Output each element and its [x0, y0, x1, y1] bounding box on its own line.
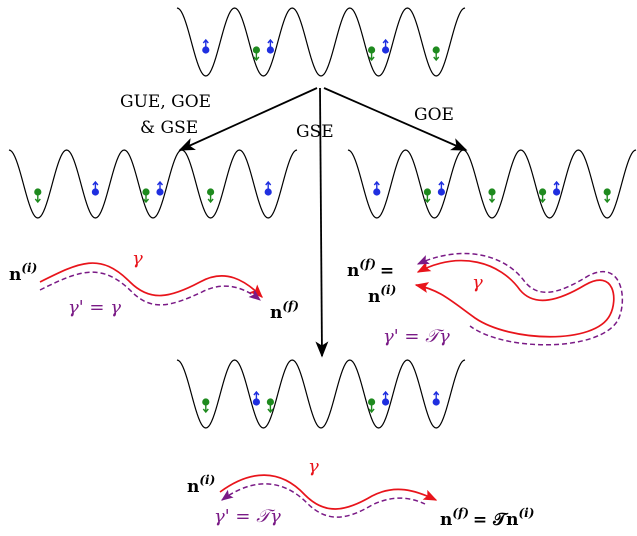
lattice-left — [8, 149, 298, 219]
lattice-top-particles — [202, 38, 440, 62]
arrow-to-left — [178, 87, 318, 151]
lattice-bottom-potential — [176, 359, 466, 429]
lattice-top — [176, 7, 466, 77]
spin-arrow-down — [604, 192, 611, 204]
path-left-gamma-prime — [39, 271, 261, 306]
spin-arrow-up — [438, 180, 445, 192]
spin-arrow-down — [34, 192, 41, 204]
label-n-initial-bottom: n(i) — [187, 473, 215, 497]
arrow-to-right — [323, 87, 468, 151]
label-gamma-prime-right: γ' = 𝒯γ — [383, 326, 450, 347]
label-gse: GSE — [296, 122, 334, 142]
path-left-gamma — [39, 262, 263, 298]
label-gamma-bottom: γ — [308, 456, 319, 477]
label-n-final-right: n(f) = — [347, 257, 394, 281]
label-gamma-prime-left: γ' = γ — [68, 297, 121, 318]
label-gue-goe: GUE, GOE — [120, 92, 211, 112]
label-goe: GOE — [414, 105, 454, 125]
spin-arrow-down — [433, 50, 440, 62]
spin-arrow-down — [424, 192, 431, 204]
spin-arrow-up — [156, 180, 164, 192]
lattice-right — [347, 149, 637, 219]
lattice-right-potential — [347, 149, 637, 219]
spin-arrow-up — [373, 180, 380, 192]
spin-arrow-up — [265, 180, 272, 192]
spin-arrow-down — [202, 402, 209, 414]
path-right-gamma-prime — [416, 252, 624, 346]
label-n-initial-right: n(i) — [368, 283, 396, 307]
lattice-left-particles — [34, 180, 272, 204]
lattice-top-potential — [176, 7, 466, 77]
spin-arrow-down — [539, 192, 546, 204]
path-right-gamma — [414, 259, 615, 338]
label-and-gse: & GSE — [140, 118, 198, 138]
path-bottom: n(i) γ γ' = 𝒯γ n(f) = 𝒯n(i) — [187, 456, 534, 530]
spin-arrow-down — [253, 50, 260, 62]
label-n-initial-left: n(i) — [9, 261, 37, 285]
lattice-left-potential — [8, 149, 298, 219]
spin-arrow-down — [368, 50, 375, 62]
path-left: n(i) γ γ' = γ n(f) — [9, 248, 299, 323]
spin-arrow-up — [433, 390, 440, 402]
spin-arrow-down — [368, 402, 375, 414]
path-bottom-gamma — [219, 474, 438, 510]
spin-arrow-up — [253, 390, 260, 402]
spin-arrow-down — [267, 402, 274, 414]
label-n-final-bottom: n(f) = 𝒯n(i) — [440, 506, 534, 530]
spin-arrow-up — [267, 38, 274, 50]
label-gamma-left: γ — [132, 248, 143, 269]
path-right: n(f) = n(i) γ γ' = 𝒯γ — [347, 252, 624, 347]
spin-arrow-down — [142, 192, 150, 204]
label-gamma-prime-bottom: γ' = 𝒯γ — [214, 506, 281, 527]
spin-arrow-down — [488, 192, 496, 204]
spin-arrow-up — [92, 180, 99, 192]
lattice-bottom-particles — [202, 390, 440, 414]
spin-arrow-up — [553, 180, 560, 192]
spin-arrow-down — [207, 192, 214, 204]
lattice-right-particles — [373, 180, 611, 204]
label-gamma-right: γ — [472, 272, 483, 293]
path-bottom-gamma-prime — [221, 483, 426, 518]
spin-arrow-up — [202, 38, 209, 50]
spin-arrow-up — [382, 390, 389, 402]
lattice-bottom — [176, 359, 466, 429]
label-n-final-left: n(f) — [270, 299, 299, 323]
arrow-to-bottom — [315, 87, 329, 358]
spin-arrow-up — [382, 38, 389, 50]
